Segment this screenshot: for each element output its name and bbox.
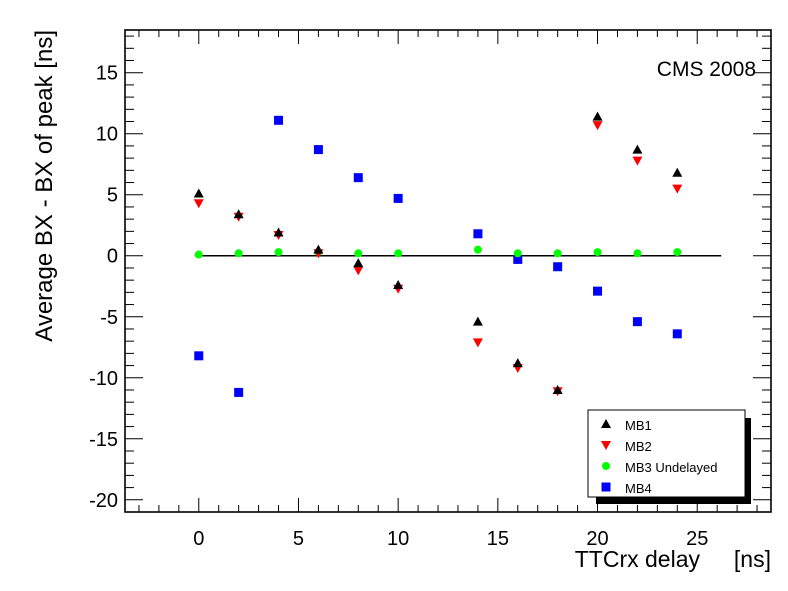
mb2-point: [672, 184, 683, 194]
mb4-point: [473, 229, 483, 239]
mb1-point: [592, 111, 603, 121]
mb3-undelayed-point: [593, 248, 602, 257]
legend-label-mb4: MB4: [625, 481, 652, 496]
mb1-point: [233, 209, 244, 219]
legend-label-mb1: MB1: [625, 418, 652, 433]
mb1-point: [353, 258, 364, 268]
mb1-point: [672, 167, 683, 177]
mb4-point: [194, 351, 204, 361]
mb3-undelayed-point: [553, 249, 562, 258]
mb1-point: [552, 384, 563, 394]
mb3-undelayed-point: [633, 249, 642, 258]
y-tick-label: 0: [107, 246, 118, 268]
legend-marker-mb1: [601, 419, 611, 428]
x-tick-label: 25: [686, 528, 708, 550]
mb1-point: [273, 227, 284, 237]
x-tick-label: 20: [586, 528, 608, 550]
mb4-point: [234, 387, 244, 397]
x-tick-label: 15: [487, 528, 509, 550]
y-tick-label: -20: [89, 490, 118, 512]
y-tick-label: -15: [89, 429, 118, 451]
mb3-undelayed-point: [473, 245, 482, 254]
plot-frame: [124, 29, 772, 513]
mb1-point: [313, 244, 324, 254]
mb4-point: [393, 193, 403, 203]
mb4-point: [593, 286, 603, 296]
mb3-undelayed-point: [234, 249, 243, 258]
axes: 0 5 10 15 20 25 -20 -15 -10 -5 0 5 10 15: [89, 30, 771, 550]
legend-marker-mb4: [601, 482, 611, 492]
legend-marker-mb3-undelayed: [602, 462, 610, 470]
mb1-point: [472, 316, 483, 326]
mb2-point: [592, 121, 603, 131]
legend-box: [587, 409, 746, 498]
y-tick-label: 5: [107, 185, 118, 207]
mb1-point: [393, 280, 404, 290]
mb4-point: [313, 145, 323, 155]
mb4-point: [672, 329, 682, 339]
legend: MB1 MB2 MB3 Undelayed MB4: [587, 409, 751, 504]
cms-annotation: CMS 2008: [657, 58, 756, 81]
mb3-undelayed-point: [673, 248, 682, 257]
mb4-point: [353, 173, 363, 183]
mb2-point: [472, 338, 483, 348]
mb1-point: [193, 188, 204, 198]
y-tick-label: -10: [89, 368, 118, 390]
legend-label-mb3-undelayed: MB3 Undelayed: [625, 460, 718, 475]
mb4-point: [632, 317, 642, 327]
mb1-point: [512, 358, 523, 368]
mb3-undelayed-point: [394, 249, 403, 258]
mb2-point: [353, 266, 364, 276]
mb4-point: [553, 262, 563, 272]
y-tick-label: 15: [96, 63, 118, 85]
y-tick-label: 10: [96, 124, 118, 146]
mb2-point: [193, 199, 204, 209]
mb1-point: [632, 144, 643, 154]
x-tick-label: 10: [387, 528, 409, 550]
mb4-point: [513, 254, 523, 264]
y-axis-title: Average BX - BX of peak [ns]: [31, 30, 58, 342]
legend-label-mb2: MB2: [625, 439, 652, 454]
x-axis-title: TTCrx delay: [575, 546, 701, 572]
mb3-undelayed-point: [274, 248, 283, 257]
mb3-undelayed-point: [354, 249, 363, 258]
mb2-point: [632, 156, 643, 166]
mb3-undelayed-point: [194, 250, 203, 259]
x-tick-label: 5: [293, 528, 304, 550]
mb3-undelayed-point: [513, 249, 522, 258]
mb4-point: [274, 115, 284, 125]
y-tick-label: -5: [100, 307, 118, 329]
legend-marker-mb2: [601, 441, 611, 450]
data-points: [193, 111, 683, 397]
x-axis-unit: [ns]: [734, 546, 771, 572]
x-tick-label: 0: [193, 528, 204, 550]
